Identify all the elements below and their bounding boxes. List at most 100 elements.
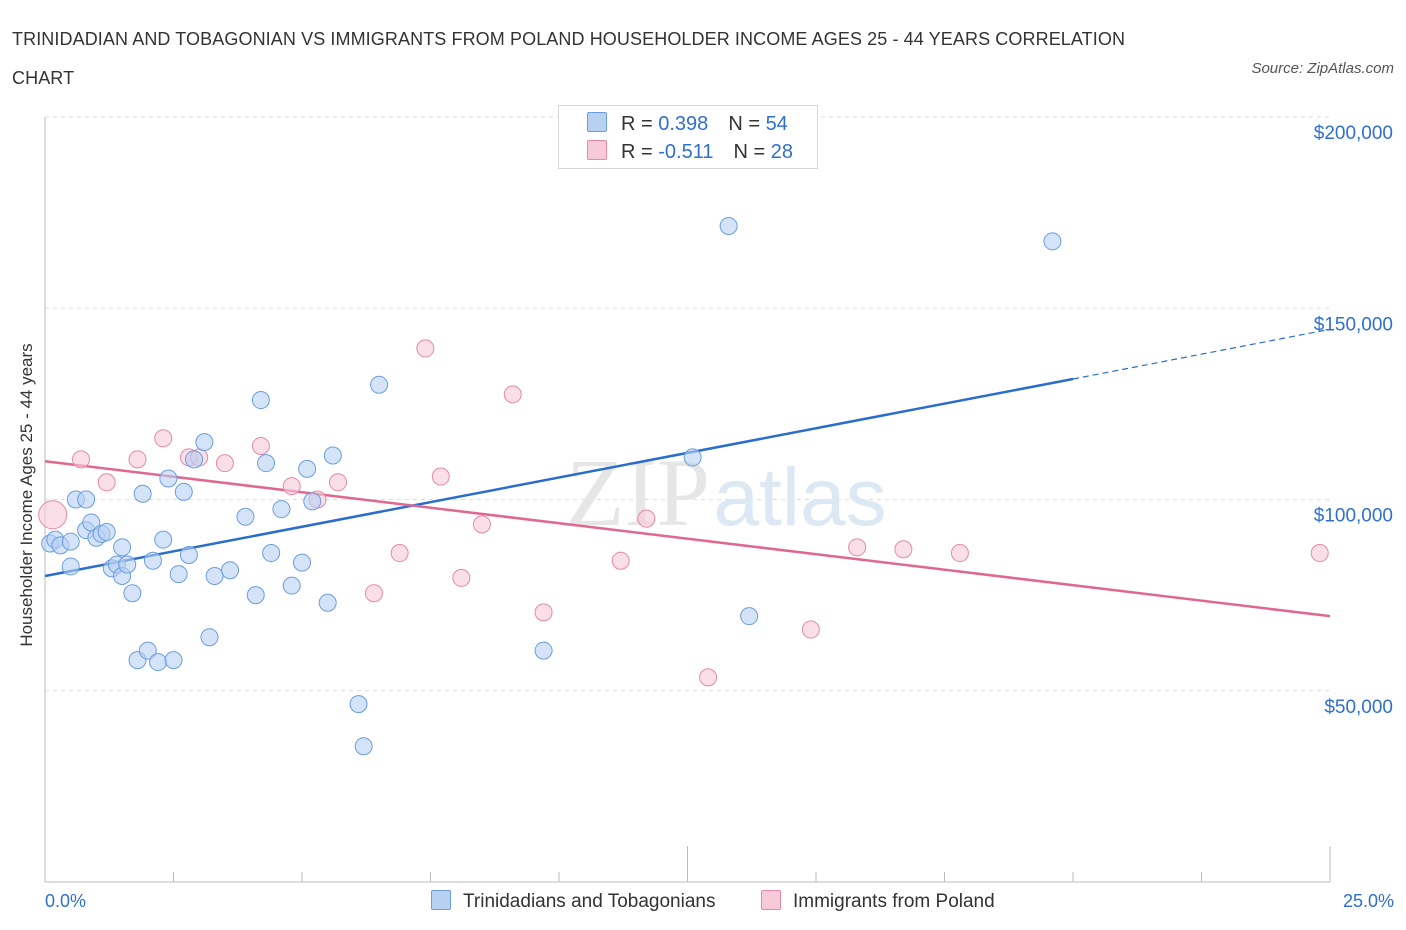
gridlines	[45, 116, 1330, 692]
point-trinidadian-31	[200, 628, 219, 647]
r-label: R =	[621, 113, 659, 135]
point-trinidadian-43	[303, 492, 322, 511]
r-label: R =	[621, 141, 659, 163]
x-tick-min: 0.0%	[45, 891, 87, 911]
point-trinidadian-22	[149, 653, 168, 672]
point-trinidadian-51	[719, 217, 738, 236]
point-trinidadian-37	[257, 454, 276, 473]
trend-lines	[44, 328, 1331, 618]
point-poland-23	[801, 620, 820, 639]
point-trinidadian-39	[272, 500, 291, 519]
y-tick-label-0: $50,000	[1324, 697, 1393, 718]
point-poland-7	[215, 454, 234, 473]
point-trinidadian-29	[185, 450, 204, 469]
point-poland-0	[38, 500, 68, 530]
point-poland-4	[154, 429, 173, 448]
point-poland-9	[282, 477, 301, 496]
point-trinidadian-42	[298, 459, 317, 478]
point-trinidadian-36	[251, 391, 270, 410]
y-tick-label-2: $150,000	[1314, 314, 1393, 335]
n-label: N =	[728, 113, 766, 135]
point-trinidadian-23	[154, 530, 173, 549]
point-trinidadian-33	[221, 561, 240, 580]
point-poland-1	[71, 450, 90, 469]
r-value: 0.398	[658, 113, 709, 135]
point-poland-15	[431, 467, 450, 486]
data-points	[38, 217, 1329, 756]
point-trinidadian-11	[97, 523, 116, 542]
blue-swatch-icon	[587, 112, 607, 132]
point-trinidadian-27	[174, 482, 193, 501]
n-label: N =	[733, 141, 771, 163]
point-trinidadian-32	[205, 567, 224, 585]
point-trinidadian-49	[534, 641, 553, 660]
point-poland-26	[950, 544, 969, 563]
point-trinidadian-53	[1043, 232, 1062, 251]
legend-row-poland: R = -0.511 N = 28	[587, 140, 793, 164]
n-value: 28	[770, 141, 793, 163]
point-poland-16	[452, 568, 471, 587]
legend-label: Trinidadians and Tobagonians	[463, 891, 716, 912]
blue-swatch-icon	[431, 890, 451, 910]
point-trinidadian-45	[323, 446, 342, 465]
correlation-legend: R = 0.398 N = 54 R = -0.511 N = 28	[558, 105, 818, 169]
point-poland-21	[637, 509, 656, 528]
point-trinidadian-48	[370, 375, 389, 394]
point-poland-3	[128, 450, 147, 469]
point-trinidadian-40	[282, 576, 301, 595]
point-trinidadian-21	[143, 551, 162, 570]
point-trinidadian-38	[262, 544, 281, 563]
point-poland-17	[472, 515, 491, 534]
x-tick-max: 25.0%	[1342, 891, 1394, 911]
point-trinidadian-6	[77, 490, 96, 509]
point-trinidadian-46	[349, 695, 368, 714]
point-trinidadian-41	[293, 553, 311, 572]
point-trinidadian-25	[164, 651, 183, 670]
y-tick-labels: $50,000 $100,000 $150,000 $200,000	[1314, 123, 1393, 718]
trend-line-trinidadian-extension	[1072, 328, 1331, 380]
point-trinidadian-30	[195, 433, 214, 452]
n-value: 54	[765, 113, 788, 135]
point-trinidadian-20	[138, 641, 157, 660]
point-poland-22	[699, 668, 718, 687]
source-credit: Source: ZipAtlas.com	[1251, 60, 1394, 77]
point-poland-14	[416, 339, 435, 358]
bottom-legend-poland: Immigrants from Poland	[761, 890, 995, 913]
legend-row-trinidadian: R = 0.398 N = 54	[587, 112, 788, 136]
point-trinidadian-4	[61, 557, 80, 576]
bottom-legend-trinidadian: Trinidadians and Tobagonians	[431, 890, 715, 913]
point-poland-24	[848, 538, 867, 557]
r-value: -0.511	[658, 141, 714, 163]
point-trinidadian-26	[169, 565, 188, 584]
y-tick-label-3: $200,000	[1314, 123, 1393, 144]
point-poland-18	[503, 385, 522, 404]
pink-swatch-icon	[587, 140, 607, 160]
point-trinidadian-28	[179, 545, 198, 564]
axes	[44, 117, 1331, 883]
point-trinidadian-44	[318, 593, 337, 612]
point-trinidadian-15	[113, 538, 132, 557]
point-trinidadian-19	[133, 484, 152, 503]
point-trinidadian-24	[159, 469, 178, 488]
chart-title: TRINIDADIAN AND TOBAGONIAN VS IMMIGRANTS…	[12, 29, 1126, 88]
point-poland-13	[390, 544, 409, 563]
point-poland-11	[328, 473, 347, 492]
point-trinidadian-16	[118, 555, 137, 574]
point-poland-19	[534, 603, 553, 622]
point-trinidadian-35	[246, 586, 265, 605]
point-trinidadian-50	[683, 448, 702, 467]
point-poland-20	[611, 551, 630, 570]
pink-swatch-icon	[761, 890, 781, 910]
legend-label: Immigrants from Poland	[793, 891, 995, 912]
point-poland-8	[251, 436, 270, 455]
point-trinidadian-17	[123, 584, 142, 603]
point-poland-27	[1310, 544, 1329, 563]
point-trinidadian-47	[354, 737, 373, 756]
point-poland-25	[894, 540, 913, 559]
point-poland-2	[97, 473, 116, 492]
trend-line-trinidadian	[44, 377, 1074, 578]
trend-line-poland	[44, 460, 1331, 618]
point-trinidadian-34	[236, 507, 255, 526]
watermark-atlas: atlas	[713, 452, 886, 543]
